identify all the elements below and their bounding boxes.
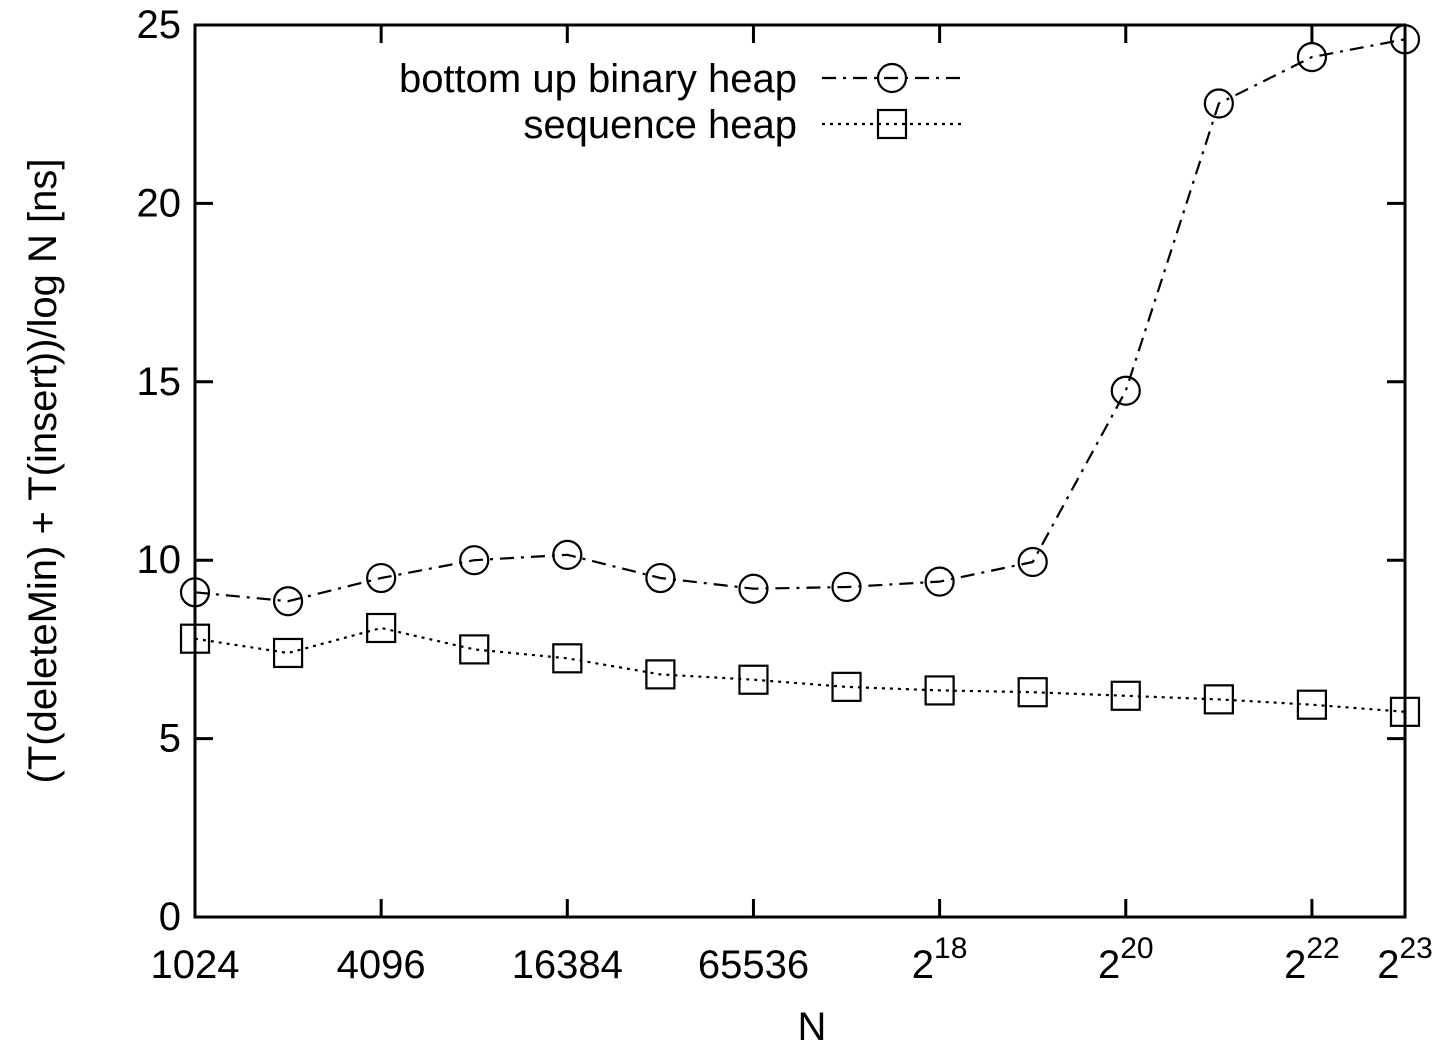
data-point-square [1017, 677, 1048, 708]
data-point-circle [645, 562, 676, 594]
x-tick-label: 4096 [337, 943, 426, 987]
x-tick-exponent: 20 [1120, 932, 1153, 965]
x-tick-base: 1024 [151, 943, 240, 987]
data-point-square [738, 664, 769, 695]
x-tick-label: 223 [1377, 932, 1433, 987]
y-tick-label: 15 [137, 360, 182, 404]
data-point-square [272, 637, 304, 669]
data-point-circle [1017, 546, 1048, 578]
series-layer [179, 24, 1421, 727]
x-tick-base: 2 [912, 943, 934, 987]
data-point-square [459, 634, 490, 665]
data-point-square [366, 612, 397, 644]
x-tick-base: 2 [1377, 943, 1399, 987]
x-tick-label: 1024 [151, 943, 240, 987]
y-tick-label: 10 [137, 538, 182, 582]
data-point-circle [1296, 42, 1328, 73]
data-point-square [645, 659, 676, 690]
data-point-circle [272, 586, 304, 617]
x-tick-base: 2 [1284, 943, 1306, 987]
legend-label: sequence heap [523, 103, 797, 147]
data-point-circle [1110, 375, 1141, 406]
x-tick-base: 65536 [698, 943, 809, 987]
data-point-square [1203, 684, 1234, 715]
plot-frame [193, 23, 1407, 919]
data-point-square [924, 675, 955, 706]
x-tick-label: 65536 [698, 943, 809, 987]
x-tick-label: 218 [912, 932, 968, 987]
data-point-circle [459, 545, 490, 576]
y-tick-label: 0 [159, 895, 181, 939]
data-point-circle [924, 566, 955, 597]
data-point-square [1296, 689, 1328, 720]
x-axis-label: N [798, 1005, 827, 1049]
data-point-square [831, 671, 862, 702]
data-point-circle [831, 571, 862, 603]
x-tick-base: 16384 [512, 943, 623, 987]
y-tick-label: 25 [137, 3, 182, 47]
x-tick-label: 222 [1284, 932, 1340, 987]
y-axis-label: (T(deleteMin) + T(insert))/log N [ns] [21, 159, 65, 784]
x-tick-label: 220 [1098, 932, 1154, 987]
y-tick-label: 5 [159, 717, 181, 761]
x-tick-base: 4096 [337, 943, 426, 987]
x-tick-exponent: 18 [934, 932, 967, 965]
data-point-square [552, 643, 583, 674]
data-point-circle [1203, 88, 1234, 119]
data-point-circle [738, 573, 769, 604]
data-point-circle [552, 539, 583, 570]
legend-marker-circle [876, 62, 908, 94]
x-tick-exponent: 22 [1306, 932, 1339, 965]
series-line-2 [194, 626, 1406, 713]
x-tick-label: 16384 [512, 943, 623, 987]
legend-label: bottom up binary heap [399, 57, 797, 101]
data-point-circle [366, 562, 397, 594]
data-point-square [1110, 680, 1141, 711]
series-line-1 [194, 38, 1406, 603]
x-tick-exponent: 23 [1399, 932, 1432, 965]
legend-marker-square [876, 108, 908, 140]
x-tick-base: 2 [1098, 943, 1120, 987]
y-tick-label: 20 [137, 181, 182, 225]
axis-ticks [193, 23, 1407, 919]
